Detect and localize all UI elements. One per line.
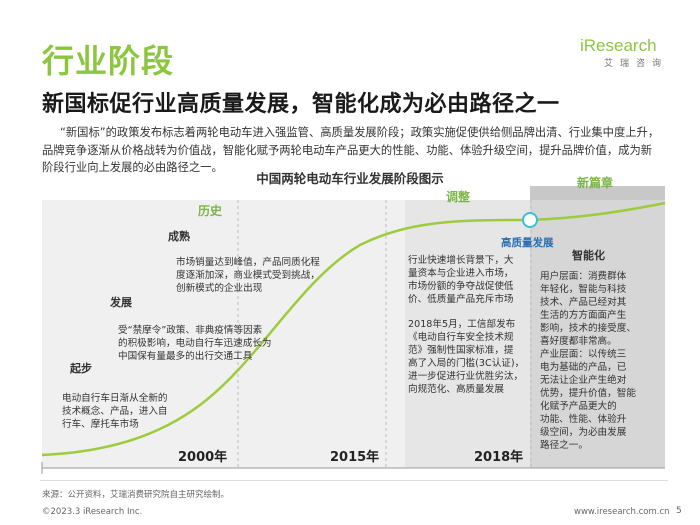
year-label-2018: 2018年 (474, 450, 524, 465)
desc-line: 进一步促进行业优胜劣汰， (408, 371, 524, 382)
intro-paragraph: “新国标”的政策发布标志着两轮电动车进入强监管、高质量发展阶段；政策实施促使供给… (42, 126, 660, 174)
growth-curve (41, 201, 666, 457)
desc-line: 优势，提升价值，智能 (540, 388, 636, 399)
logo-subtext: 艾瑞咨询 (604, 59, 669, 69)
phase-desc-develop: 受“禁摩令”政策、非典疫情等因素 的积极影响，电动自行车迅速成长为 中国保有量最… (118, 324, 272, 363)
desc-line: 用户层面：消费群体 (540, 271, 627, 282)
page-subtitle: 新国标促行业高质量发展，智能化成为必由路径之一 (42, 92, 560, 117)
desc-line: 创新模式的企业出现 (176, 283, 263, 294)
phase-label-start: 起步 (70, 362, 92, 375)
desc-line: 技术、产品已经对其 (540, 297, 627, 308)
phase-desc-start: 电动自行车日渐从全新的 技术概念、产品，进入自 行车、摩托车市场 (62, 392, 168, 431)
phase-desc-adjust-1: 行业快速增长背景下，大 量资本与企业进入市场， 市场份额的争夺战促使低 价、低质… (408, 254, 514, 306)
stage-header-new (530, 186, 665, 200)
desc-line: 影响，技术的接受度、 (540, 323, 636, 334)
desc-line: 级空间，为必由发展 (540, 427, 627, 438)
quality-marker (522, 212, 538, 228)
stage-band-history (42, 200, 405, 468)
phase-label-smart: 智能化 (572, 249, 605, 262)
desc-line: 电动自行车日渐从全新的 (62, 393, 168, 404)
diagram-title: 中国两轮电动车行业发展阶段图示 (256, 171, 444, 186)
desc-line: 市场份额的争夺战促使低 (408, 281, 514, 292)
desc-line: 受“禁摩令”政策、非典疫情等因素 (118, 325, 263, 336)
stage-band-new (530, 200, 665, 468)
desc-line: 路径之一。 (540, 440, 588, 451)
desc-line: 范》强制性国家标准，提 (408, 345, 514, 356)
copyright: ©2023.3 iResearch Inc. (42, 507, 143, 517)
phase-label-quality: 高质量发展 (501, 237, 554, 249)
stage-label-new: 新篇章 (576, 176, 613, 190)
source-note: 来源：公开资料，艾瑞消费研究院自主研究绘制。 (42, 490, 230, 500)
stage-label-adjust: 调整 (445, 190, 470, 204)
stage-label-history: 历史 (197, 204, 222, 218)
phase-label-mature: 成熟 (168, 230, 190, 243)
phase-desc-smart: 用户层面：消费群体 年轻化，智能与科技 技术、产品已经对其 生活的方方面面产生 … (540, 270, 636, 452)
year-gridlines (237, 200, 532, 468)
footer-divider (40, 480, 668, 481)
phase-label-develop: 发展 (110, 296, 132, 309)
desc-line: 电为基础的产品，已 (540, 362, 627, 373)
year-label-2000: 2000年 (178, 450, 228, 465)
desc-line: 高了入局的门槛(3C认证)， (408, 358, 525, 369)
desc-line: 年轻化，智能与科技 (540, 284, 627, 295)
year-label-2015: 2015年 (330, 450, 380, 465)
desc-line: 2018年5月，工信部发布 (408, 319, 516, 330)
phase-desc-mature: 市场销量达到峰值，产品同质化程 度逐渐加深，商业模式受到挑战， 创新模式的企业出… (176, 256, 320, 295)
desc-line: 《电动自行车安全技术规 (408, 332, 514, 343)
phase-desc-adjust-2: 2018年5月，工信部发布 《电动自行车安全技术规 范》强制性国家标准，提 高了… (408, 318, 524, 396)
desc-line: 生活的方方面面产生 (540, 310, 627, 321)
desc-line: 技术概念、产品，进入自 (62, 406, 168, 417)
desc-line: 功能、性能、体验升 (540, 414, 627, 425)
iresearch-logo: iResearch 艾瑞咨询 (580, 36, 670, 69)
stage-band-adjust (405, 200, 530, 468)
page-number: 5 (676, 506, 682, 516)
desc-line: 市场销量达到峰值，产品同质化程 (176, 257, 320, 268)
desc-line: 产业层面：以传统三 (540, 349, 627, 360)
desc-line: 价、低质量产品充斥市场 (408, 294, 514, 305)
desc-line: 行业快速增长背景下，大 (408, 255, 514, 266)
desc-line: 行车、摩托车市场 (62, 419, 139, 430)
desc-line: 喜好度都非常高。 (540, 336, 617, 347)
desc-line: 化赋予产品更大的 (540, 401, 617, 412)
page-title: 行业阶段 (42, 42, 175, 80)
desc-line: 无法让企业产生绝对 (540, 375, 627, 386)
desc-line: 向规范化、高质量发展 (408, 384, 504, 395)
desc-line: 的积极影响，电动自行车迅速成长为 (118, 338, 272, 349)
website-link[interactable]: www.iresearch.com.cn (574, 507, 670, 517)
desc-line: 量资本与企业进入市场， (408, 268, 514, 279)
desc-line: 度逐渐加深，商业模式受到挑战， (176, 270, 320, 281)
desc-line: 中国保有量最多的出行交通工具 (118, 351, 253, 362)
logo-text: iResearch (580, 36, 657, 55)
